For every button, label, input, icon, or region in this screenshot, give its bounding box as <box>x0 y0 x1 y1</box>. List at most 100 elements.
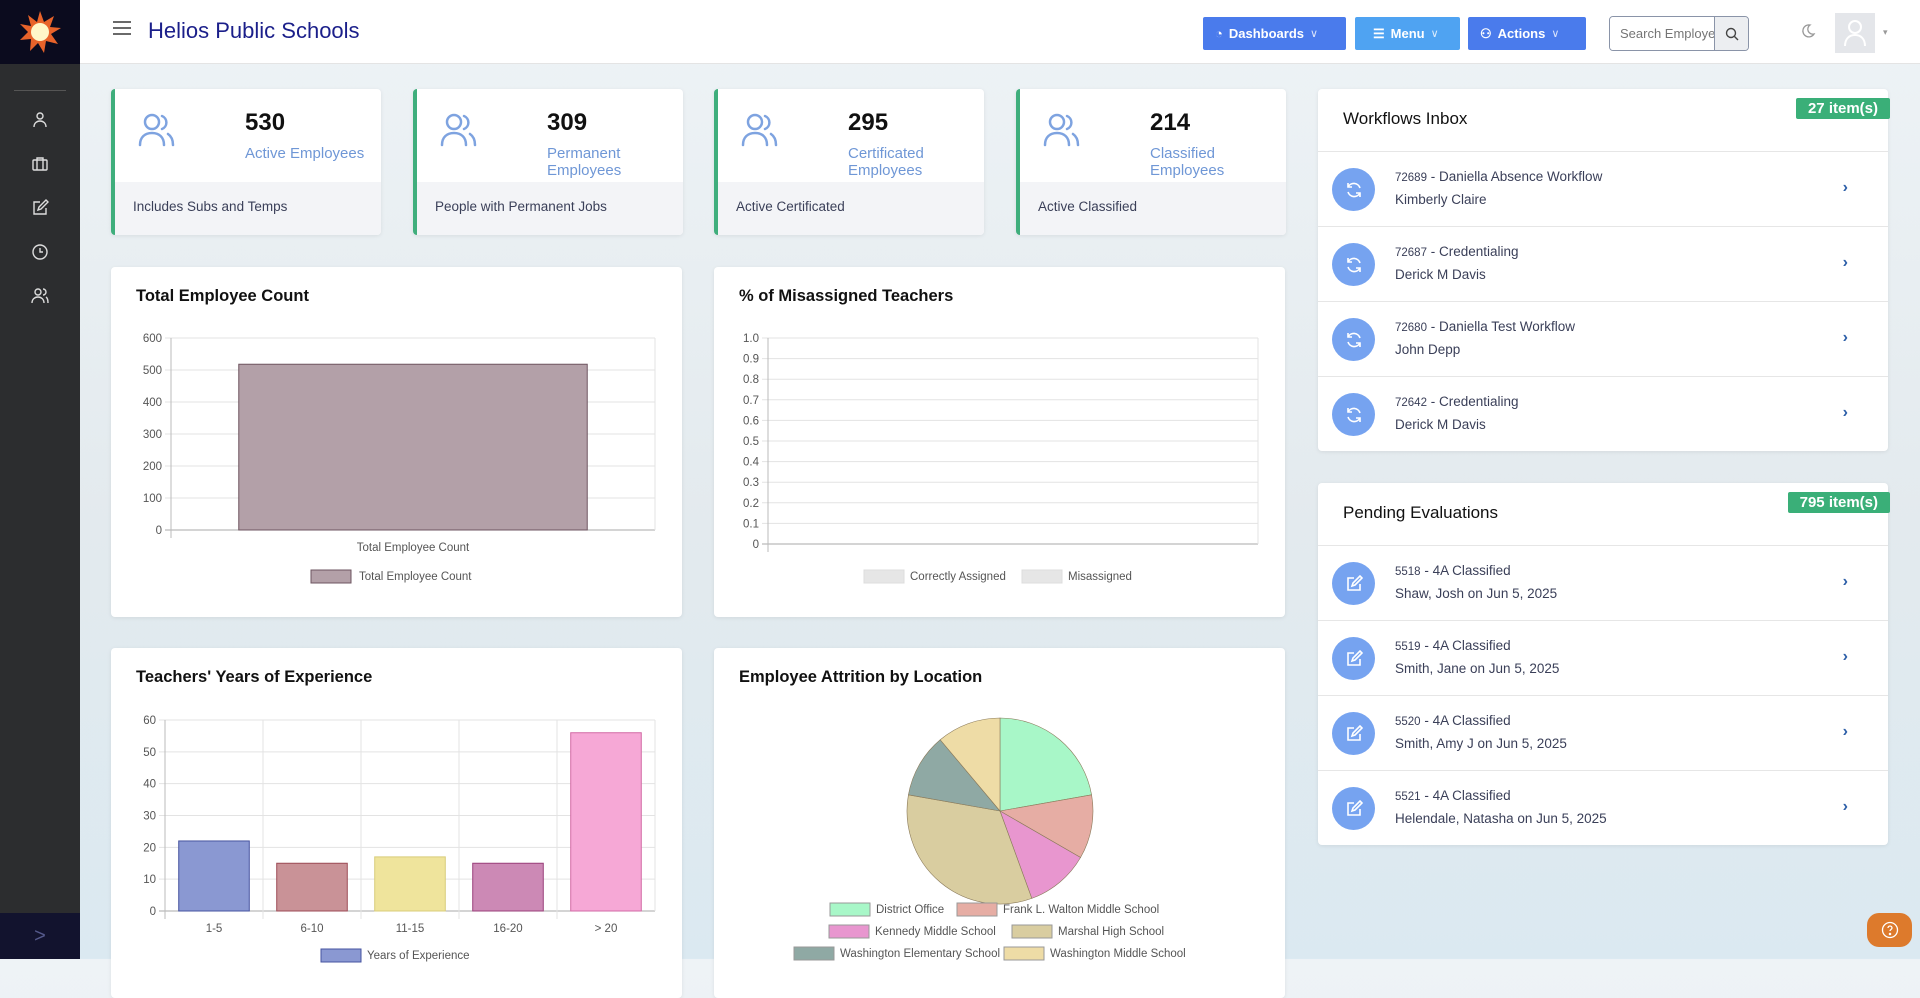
sidebar-item-briefcase[interactable] <box>0 155 80 179</box>
item-subtitle: Helendale, Natasha on Jun 5, 2025 <box>1395 811 1607 826</box>
chart-title: Total Employee Count <box>136 287 309 305</box>
chevron-right-icon[interactable]: › <box>1842 723 1848 740</box>
stat-footer: Active Classified <box>1020 182 1286 235</box>
pie-slice <box>908 739 1001 812</box>
evaluation-item[interactable]: 5520 - 4A Classified Smith, Amy J on Jun … <box>1318 695 1888 771</box>
count-badge: 795 item(s) <box>1787 492 1890 513</box>
evaluation-item[interactable]: 5521 - 4A Classified Helendale, Natasha o… <box>1318 770 1888 846</box>
y-tick-label: 100 <box>143 493 162 505</box>
y-tick-label: 1.0 <box>743 333 759 345</box>
y-tick-label: 0.5 <box>743 436 759 448</box>
hamburger-menu-button[interactable] <box>112 20 132 41</box>
edit-icon <box>33 199 49 215</box>
item-subtitle: Smith, Amy J on Jun 5, 2025 <box>1395 736 1567 751</box>
evaluation-item[interactable]: 5519 - 4A Classified Smith, Jane on Jun 5… <box>1318 620 1888 696</box>
dashboards-label: Dashboards <box>1228 26 1304 41</box>
chevron-right-icon[interactable]: › <box>1842 798 1848 815</box>
workflow-item[interactable]: 72689 - Daniella Absence Workflow Kimberl… <box>1318 151 1888 227</box>
chevron-right-icon[interactable]: › <box>1842 329 1848 346</box>
chevron-down-icon: ∨ <box>1551 28 1560 40</box>
chevron-right-icon[interactable]: › <box>1842 179 1848 196</box>
legend-label: Total Employee Count <box>359 571 472 583</box>
legend-swatch <box>1011 924 1053 939</box>
panel-title: Workflows Inbox <box>1343 109 1468 128</box>
actions-button[interactable]: ⚇ Actions ∨ <box>1468 17 1586 50</box>
chevron-right-icon[interactable]: › <box>1842 404 1848 421</box>
item-subtitle: Derick M Davis <box>1395 417 1486 432</box>
legend-swatch <box>829 902 871 917</box>
chevron-right-icon[interactable]: › <box>1842 254 1848 271</box>
y-tick-label: 30 <box>143 811 156 823</box>
dark-mode-toggle[interactable] <box>1800 23 1816 44</box>
bar <box>472 862 544 912</box>
chevron-right-icon[interactable]: › <box>1842 573 1848 590</box>
users-icon <box>137 113 177 152</box>
item-subtitle: Derick M Davis <box>1395 267 1486 282</box>
expand-sidebar-button[interactable]: > <box>0 913 80 959</box>
legend-swatch <box>1003 946 1045 961</box>
menu-button[interactable]: ☰ Menu ∨ <box>1355 17 1460 50</box>
pie-slice <box>999 810 1081 899</box>
edit-icon <box>1332 562 1375 605</box>
years-experience-chart: 0 10 20 30 40 50 60 1-5 6-10 11-15 16-20 > 20 Years … <box>143 715 656 963</box>
misassigned-teachers-chart: 0 0.1 0.2 0.3 0.4 0.5 0.6 0.7 0.8 0.9 1.0 Correctly… <box>743 333 1259 584</box>
sidebar-item-users[interactable] <box>0 287 80 311</box>
panel-title: Pending Evaluations <box>1343 503 1499 522</box>
bar <box>238 363 588 531</box>
legend-label: Marshal High School <box>1058 926 1164 938</box>
stat-value: 309 <box>547 109 588 136</box>
avatar[interactable] <box>1835 13 1875 53</box>
hamburger-icon <box>113 21 131 35</box>
stat-card[interactable]: 214 Classified Employees Active Classified <box>1016 89 1286 235</box>
y-tick-label: 0 <box>753 539 759 551</box>
stat-card[interactable]: 530 Active Employees Includes Subs and Tem… <box>111 89 381 235</box>
x-tick-label: 1-5 <box>206 923 223 935</box>
app-title: Helios Public Schools <box>148 18 360 43</box>
legend-label: District Office <box>876 904 944 916</box>
stat-card[interactable]: 309 Permanent Employees People with Perman… <box>413 89 683 235</box>
item-title: 72689 - Daniella Absence Workflow <box>1395 169 1603 184</box>
y-tick-label: 500 <box>143 365 162 377</box>
stat-card[interactable]: 295 Certificated Employees Active Certific… <box>714 89 984 235</box>
menu-label: Menu <box>1390 26 1425 41</box>
sidebar-item-clock[interactable] <box>0 243 80 267</box>
workflow-item[interactable]: 72642 - Credentialing Derick M Davis › <box>1318 376 1888 452</box>
x-tick-label: 16-20 <box>493 923 522 935</box>
y-tick-label: 300 <box>143 429 162 441</box>
sync-icon <box>1332 393 1375 436</box>
y-tick-label: 0.8 <box>743 374 759 386</box>
workflows-inbox-panel: Workflows Inbox 27 item(s) 72689 - Daniell… <box>1318 89 1890 452</box>
bar <box>374 856 446 912</box>
legend-label: Misassigned <box>1068 571 1132 583</box>
help-button[interactable] <box>1867 913 1912 947</box>
y-tick-label: 0 <box>150 906 156 918</box>
chart-title: % of Misassigned Teachers <box>739 287 954 305</box>
chevron-right-icon: > <box>34 924 46 947</box>
stat-label: Classified Employees <box>1150 145 1225 179</box>
item-title: 5519 - 4A Classified <box>1395 638 1511 653</box>
users-icon <box>740 113 780 152</box>
y-tick-label: 0.6 <box>743 415 759 427</box>
sidebar-item-edit[interactable] <box>0 199 80 223</box>
y-tick-label: 0.7 <box>743 395 759 407</box>
evaluation-item[interactable]: 5518 - 4A Classified Shaw, Josh on Jun 5,… <box>1318 545 1888 621</box>
y-tick-label: 0.9 <box>743 354 759 366</box>
search-input[interactable] <box>1610 17 1714 50</box>
item-subtitle: Smith, Jane on Jun 5, 2025 <box>1395 661 1560 676</box>
workflow-item[interactable]: 72680 - Daniella Test Workflow John Depp › <box>1318 301 1888 377</box>
avatar-dropdown-icon[interactable]: ▾ <box>1883 27 1888 37</box>
logo[interactable] <box>0 0 80 64</box>
y-tick-label: 50 <box>143 747 156 759</box>
search-button[interactable] <box>1714 17 1748 50</box>
y-tick-label: 0.4 <box>743 457 760 469</box>
workflow-item[interactable]: 72687 - Credentialing Derick M Davis › <box>1318 226 1888 302</box>
user-icon <box>33 112 47 128</box>
stat-label: Active Employees <box>245 145 365 162</box>
users-icon <box>31 288 49 304</box>
edit-icon <box>1332 712 1375 755</box>
dashboards-button[interactable]: ◔ Dashboards ∨ <box>1203 17 1346 50</box>
y-tick-label: 10 <box>143 874 156 886</box>
chevron-right-icon[interactable]: › <box>1842 648 1848 665</box>
years-experience-card: Teachers' Years of Experience 0 10 20 30 40 50… <box>111 648 682 998</box>
sidebar-item-user[interactable] <box>0 111 80 135</box>
